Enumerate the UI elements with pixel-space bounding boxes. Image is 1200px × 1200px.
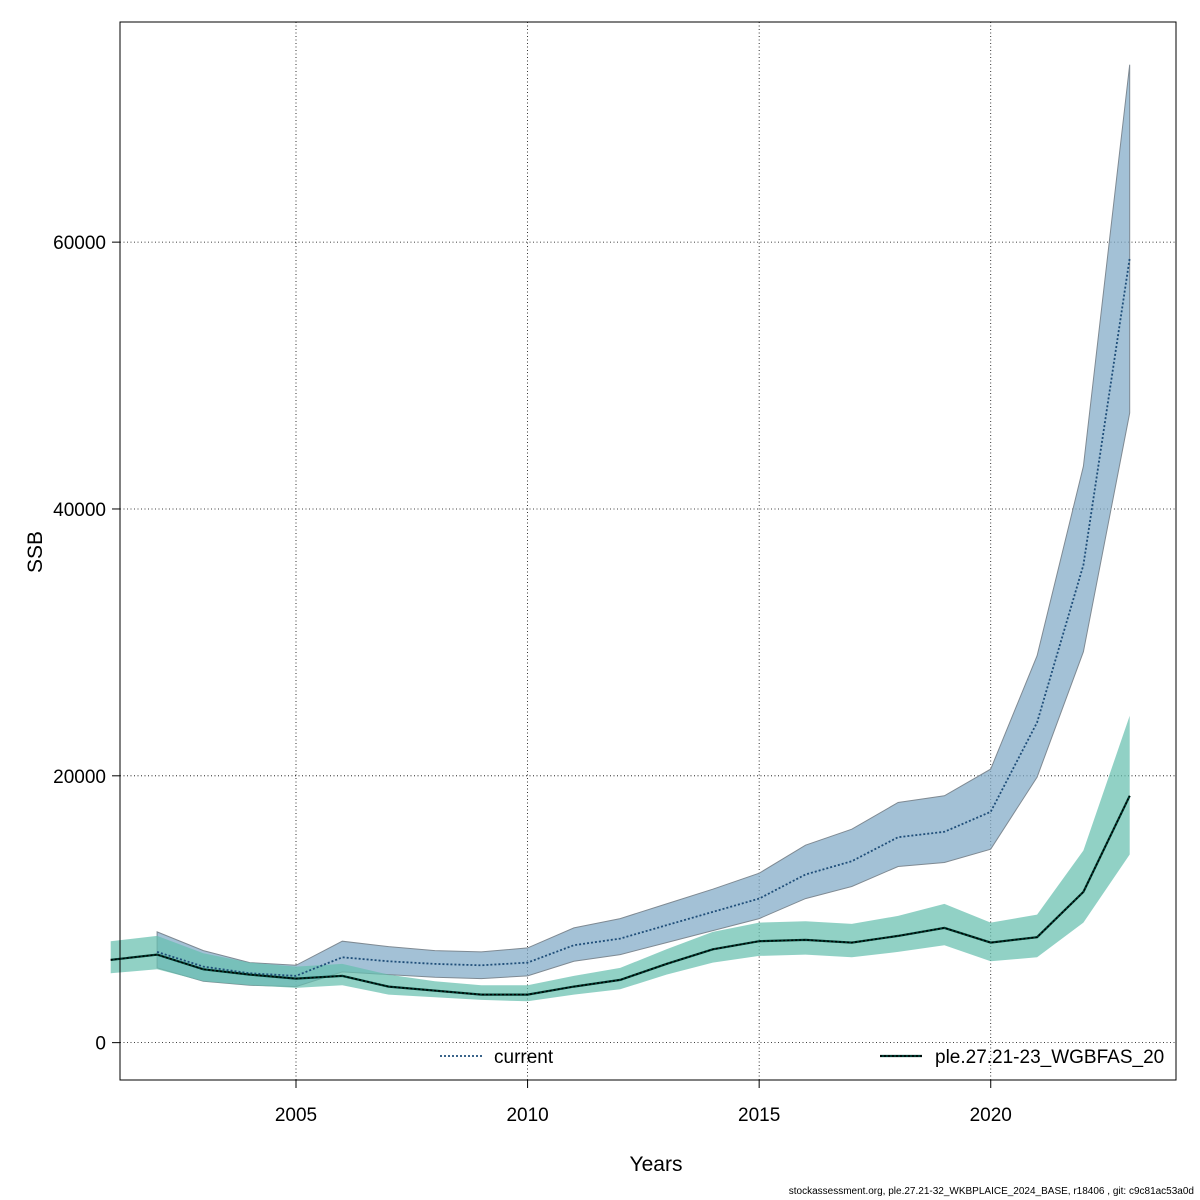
y-tick-label: 60000	[53, 233, 106, 254]
x-tick-label: 2015	[738, 1105, 780, 1126]
confidence-band-current	[156, 64, 1131, 988]
legend: current ple.27.21-23_WGBFAS_20	[440, 1047, 1164, 1068]
y-tick-label: 20000	[53, 767, 106, 788]
legend-label-current: current	[494, 1047, 554, 1068]
y-axis-title: SSB	[24, 531, 47, 573]
series-lines	[110, 257, 1131, 996]
axis-ticks: 2005 2010 2015 2020 0 20000 40000 60000	[53, 233, 1012, 1126]
footer-note: stockassessment.org, ple.27.21-32_WKBPLA…	[788, 1186, 1194, 1197]
x-axis-title: Years	[630, 1153, 683, 1176]
x-tick-label: 2020	[970, 1105, 1012, 1126]
plot-frame	[119, 21, 1177, 1081]
y-tick-label: 40000	[53, 500, 106, 521]
grid	[120, 22, 1176, 1080]
series-line-wgbfas	[110, 795, 1131, 996]
x-tick-label: 2005	[275, 1105, 317, 1126]
series-line-current	[156, 257, 1131, 977]
confidence-bands	[110, 64, 1131, 1002]
confidence-band-wgbfas	[110, 715, 1130, 1002]
x-tick-label: 2010	[506, 1105, 548, 1126]
legend-label-wgbfas: ple.27.21-23_WGBFAS_20	[935, 1047, 1164, 1068]
y-tick-label: 0	[95, 1034, 106, 1055]
